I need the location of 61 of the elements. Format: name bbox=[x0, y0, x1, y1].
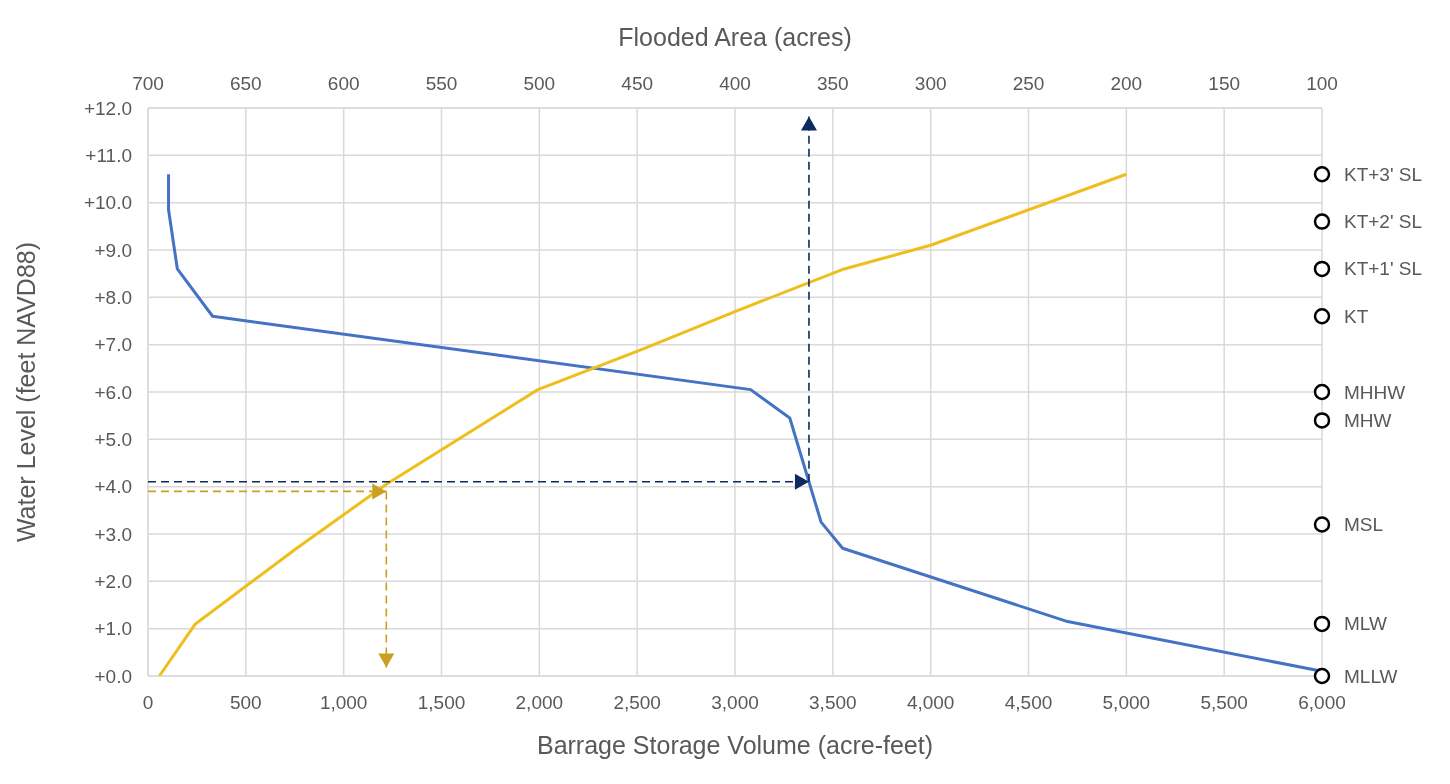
x-tick-label: 2,500 bbox=[613, 692, 661, 714]
x2-tick-label: 600 bbox=[327, 73, 360, 94]
x-tick-label: 6,000 bbox=[1298, 692, 1346, 714]
data-label: MLLW bbox=[1344, 665, 1398, 687]
x-axis-title: Barrage Storage Volume (acre-feet) bbox=[536, 731, 934, 759]
point bbox=[1313, 615, 1331, 633]
x-tick-label: 500 bbox=[229, 692, 262, 714]
y-tick-label: +7.0 bbox=[94, 334, 132, 356]
point bbox=[1313, 166, 1331, 183]
data-label: KT+2' SL bbox=[1344, 211, 1423, 233]
data-label: MSL bbox=[1344, 514, 1384, 536]
x2-tick-label: 150 bbox=[1208, 73, 1241, 94]
data-label: KT+3' SL bbox=[1344, 163, 1423, 185]
data-label: KT+1' SL bbox=[1344, 258, 1423, 280]
x2-tick-label: 300 bbox=[914, 73, 947, 94]
y-tick-label: +11.0 bbox=[85, 145, 132, 167]
y-axis-title: Water Level (feet NAVD88) bbox=[11, 241, 40, 543]
y-tick-label: +12.0 bbox=[83, 97, 132, 119]
x2-tick-label: 550 bbox=[425, 73, 458, 94]
data-label: KT bbox=[1344, 305, 1369, 327]
data-label: MHHW bbox=[1344, 381, 1406, 403]
x2-tick-label: 100 bbox=[1306, 73, 1338, 94]
x2-axis-title: Flooded Area (acres) bbox=[618, 22, 852, 51]
x2-tick-label: 450 bbox=[621, 73, 654, 94]
x-tick-label: 2,000 bbox=[515, 692, 564, 714]
point bbox=[1313, 213, 1331, 230]
x-tick-label: 4,000 bbox=[906, 692, 955, 714]
x-tick-label: 3,500 bbox=[809, 692, 857, 714]
x2-tick-label: 350 bbox=[816, 73, 849, 94]
x-tick-label: 1,000 bbox=[319, 692, 368, 714]
x2-tick-label: 500 bbox=[523, 73, 556, 94]
x-tick-label: 4,500 bbox=[1004, 692, 1053, 714]
point bbox=[1313, 667, 1331, 685]
data-label: MHW bbox=[1344, 409, 1392, 431]
x2-tick-label: 700 bbox=[132, 73, 164, 94]
data-label: MLW bbox=[1344, 613, 1387, 635]
y-tick-label: +2.0 bbox=[94, 571, 132, 593]
x-tick-label: 1,500 bbox=[417, 692, 466, 714]
x-tick-label: 5,000 bbox=[1102, 692, 1151, 714]
y-tick-label: +5.0 bbox=[94, 429, 132, 451]
point bbox=[1313, 412, 1331, 429]
y-tick-label: +6.0 bbox=[94, 381, 132, 403]
point bbox=[1313, 516, 1331, 533]
point bbox=[1313, 260, 1331, 278]
x2-tick-label: 200 bbox=[1110, 73, 1143, 94]
x-tick-label: 5,500 bbox=[1200, 692, 1248, 714]
x2-tick-label: 250 bbox=[1012, 73, 1045, 94]
y-tick-label: +8.0 bbox=[94, 287, 132, 309]
y-tick-label: +9.0 bbox=[94, 239, 132, 261]
x2-tick-label: 400 bbox=[719, 73, 751, 94]
y-tick-label: +3.0 bbox=[94, 523, 132, 545]
y-tick-label: +4.0 bbox=[94, 476, 132, 498]
y-tick-label: +0.0 bbox=[94, 665, 132, 687]
x-tick-label: 3,000 bbox=[711, 692, 759, 714]
point bbox=[1313, 383, 1331, 401]
point bbox=[1313, 308, 1331, 325]
line-series bbox=[157, 172, 1128, 678]
x2-tick-label: 650 bbox=[229, 73, 262, 94]
y-tick-label: +1.0 bbox=[94, 618, 132, 640]
x-tick-label: 0 bbox=[142, 692, 154, 714]
y-tick-label: +10.0 bbox=[83, 192, 132, 214]
